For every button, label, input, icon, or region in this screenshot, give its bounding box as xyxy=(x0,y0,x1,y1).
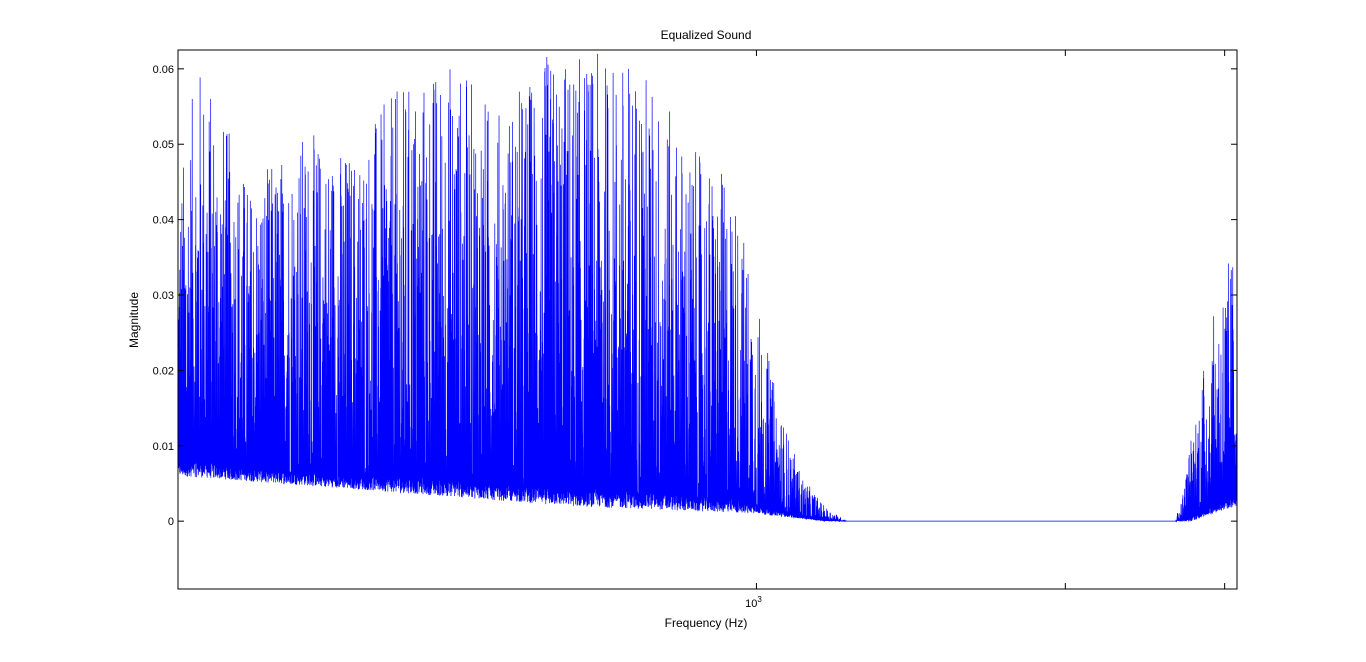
x-axis: 103 xyxy=(745,50,1226,610)
y-axis-label: Magnitude xyxy=(127,292,141,348)
axes-box xyxy=(177,49,1238,590)
plot-area xyxy=(178,53,1237,523)
y-tick-label: 0.03 xyxy=(153,290,174,302)
chart-title: Equalized Sound xyxy=(661,28,752,42)
y-tick-label: 0.02 xyxy=(153,365,174,377)
spectrum-series-line xyxy=(178,53,1237,523)
x-tick-label: 103 xyxy=(745,595,762,610)
y-tick-label: 0.04 xyxy=(153,215,174,227)
y-tick-label: 0 xyxy=(168,516,174,528)
y-tick-label: 0.01 xyxy=(153,441,174,453)
y-axis: 0 0.01 0.02 0.03 0.04 0.05 0.06 xyxy=(153,64,1237,528)
y-tick-label: 0.06 xyxy=(153,64,174,76)
y-tick-label: 0.05 xyxy=(153,139,174,151)
x-axis-label: Frequency (Hz) xyxy=(665,616,748,630)
